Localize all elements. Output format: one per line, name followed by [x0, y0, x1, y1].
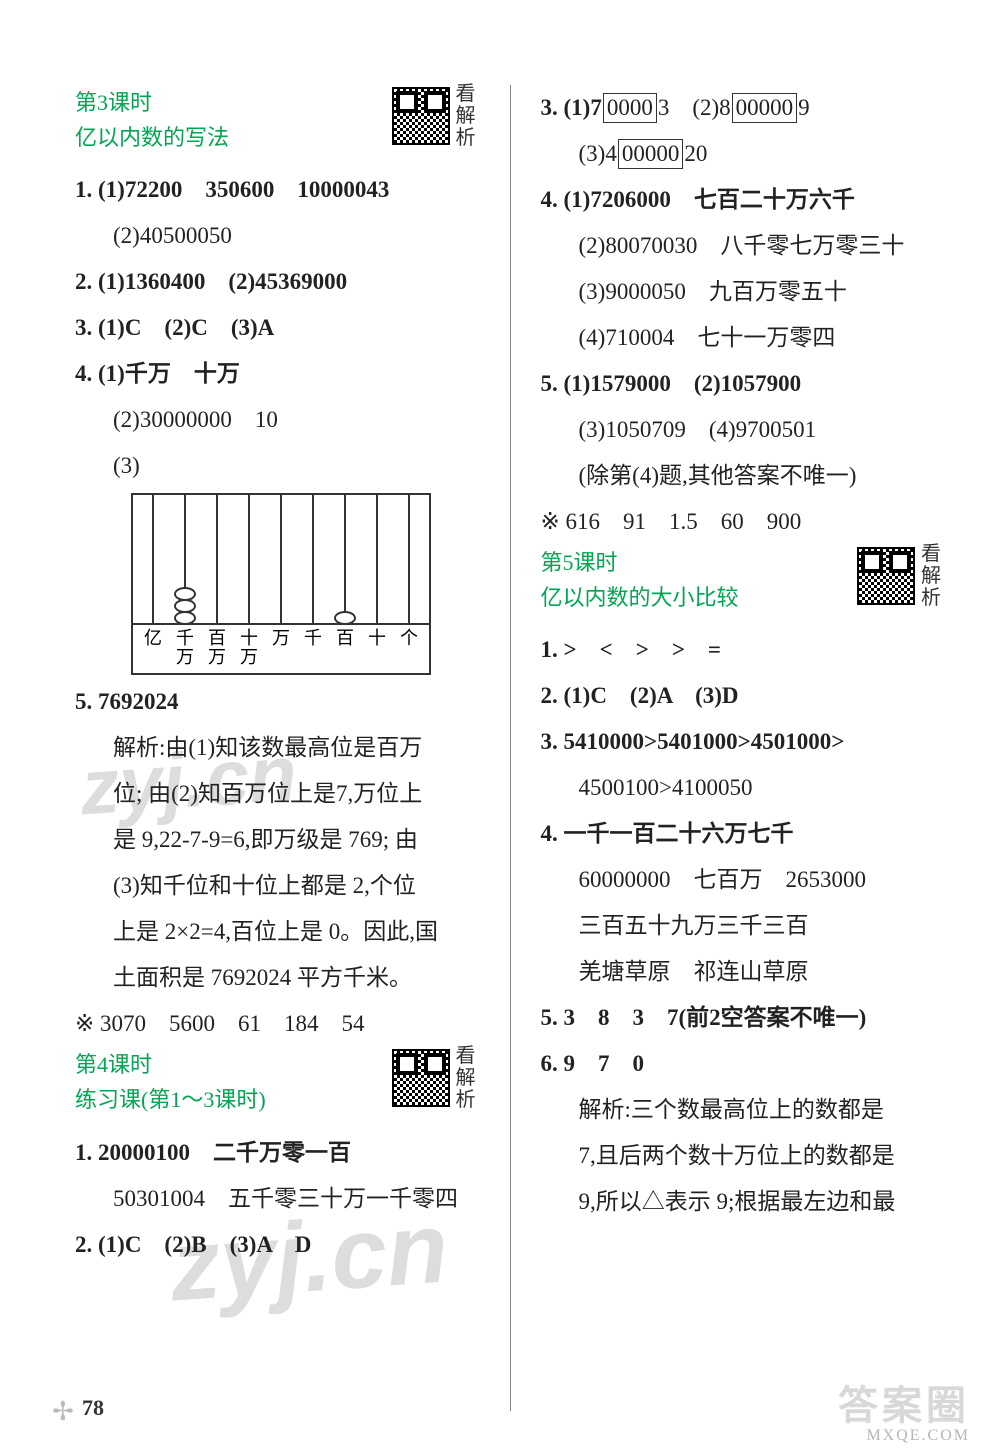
qr-code-icon[interactable]: [392, 1049, 450, 1107]
page-decoration-icon: ✢: [52, 1397, 82, 1427]
answer-line: (3)40000020: [541, 131, 946, 177]
abacus-rod: [312, 493, 314, 623]
abacus-rod: [216, 493, 218, 623]
abacus-label: 个: [398, 629, 420, 667]
abacus-label: 十: [366, 629, 388, 667]
answer-line: 三百五十九万三千三百: [541, 903, 946, 949]
answer-line: 3. 5410000>5401000>4501000>: [541, 719, 946, 765]
answer-line: 3. (1)700003 (2)8000009: [541, 85, 946, 131]
analysis-line: 7,且后两个数十万位上的数都是: [541, 1133, 946, 1179]
answer-line: 4. (1)7206000 七百二十万六千: [541, 177, 946, 223]
abacus-label: 百万: [206, 629, 228, 667]
abacus-rod: [376, 493, 378, 623]
lesson-5-header: 第5课时 亿以内数的大小比较 看解析: [541, 545, 946, 615]
answer-line: 2. (1)C (2)A (3)D: [541, 673, 946, 719]
column-divider: [510, 85, 511, 1411]
lesson-subtitle: 亿以内数的写法: [75, 120, 229, 155]
qr-code-icon[interactable]: [857, 547, 915, 605]
qr-label: 看解析: [456, 83, 480, 149]
answer-line: 2. (1)C (2)B (3)A D: [75, 1222, 480, 1268]
analysis-line: 上是 2×2=4,百位上是 0。因此,国: [75, 909, 480, 955]
analysis-line: 是 9,22-7-9=6,即万级是 769; 由: [75, 817, 480, 863]
abacus-label: 百: [334, 629, 356, 667]
answer-line: (除第(4)题,其他答案不唯一): [541, 453, 946, 499]
lesson-subtitle: 亿以内数的大小比较: [541, 580, 739, 615]
analysis-line: 解析:三个数最高位上的数都是: [541, 1087, 946, 1133]
left-column: 第3课时 亿以内数的写法 看解析 1. (1)72200 350600 1000…: [75, 85, 480, 1411]
answer-line: 4. 一千一百二十六万七千: [541, 811, 946, 857]
abacus-rod: [248, 493, 250, 623]
star-line: ※ 3070 5600 61 184 54: [75, 1001, 480, 1047]
analysis-line: 位; 由(2)知百万位上是7,万位上: [75, 771, 480, 817]
star-line: ※ 616 91 1.5 60 900: [541, 499, 946, 545]
analysis-line: (3)知千位和十位上都是 2,个位: [75, 863, 480, 909]
abacus-bead: [334, 611, 356, 625]
lesson-4-header: 第4课时 练习课(第1～3课时) 看解析: [75, 1047, 480, 1117]
abacus-rod: [152, 493, 154, 623]
answer-line: 5. 7692024: [75, 679, 480, 725]
analysis-line: 土面积是 7692024 平方千米。: [75, 955, 480, 1001]
qr-code-icon[interactable]: [392, 87, 450, 145]
answer-line: 1. (1)72200 350600 10000043: [75, 167, 480, 213]
abacus-label: 十万: [238, 629, 260, 667]
abacus-rod: [408, 493, 410, 623]
qr-label: 看解析: [456, 1045, 480, 1111]
answer-line: (2)30000000 10: [75, 397, 480, 443]
abacus-figure: 亿千万百万十万万千百十个: [131, 493, 480, 675]
abacus-bead: [174, 611, 196, 625]
abacus-rod: [344, 493, 346, 623]
lesson-title: 第3课时: [75, 85, 229, 120]
answer-line: 羌塘草原 祁连山草原: [541, 949, 946, 995]
answer-line: (4)710004 七十一万零四: [541, 315, 946, 361]
page-content: 第3课时 亿以内数的写法 看解析 1. (1)72200 350600 1000…: [0, 0, 1000, 1451]
answer-line: (2)80070030 八千零七万零三十: [541, 223, 946, 269]
answer-line: 1. 20000100 二千万零一百: [75, 1130, 480, 1176]
lesson-3-header: 第3课时 亿以内数的写法 看解析: [75, 85, 480, 155]
footer-url: MXQE.COM: [866, 1427, 970, 1445]
answer-line: 50301004 五千零三十万一千零四: [75, 1176, 480, 1222]
answer-line: (2)40500050: [75, 213, 480, 259]
abacus-rod: [280, 493, 282, 623]
answer-line: 6. 9 7 0: [541, 1041, 946, 1087]
answer-line: 4500100>4100050: [541, 765, 946, 811]
abacus-label: 千万: [174, 629, 196, 667]
right-column: 3. (1)700003 (2)8000009 (3)40000020 4. (…: [541, 85, 946, 1411]
abacus-rod: [184, 493, 186, 623]
answer-line: 60000000 七百万 2653000: [541, 857, 946, 903]
abacus-label: 万: [270, 629, 292, 667]
answer-line: 3. (1)C (2)C (3)A: [75, 305, 480, 351]
page-number: 78: [82, 1395, 104, 1421]
answer-line: (3): [75, 443, 480, 489]
answer-line: 4. (1)千万 十万: [75, 351, 480, 397]
abacus-label: 亿: [142, 629, 164, 667]
answer-line: 1. > < > > =: [541, 627, 946, 673]
answer-line: 5. (1)1579000 (2)1057900: [541, 361, 946, 407]
answer-line: (3)9000050 九百万零五十: [541, 269, 946, 315]
lesson-title: 第5课时: [541, 545, 739, 580]
analysis-line: 解析:由(1)知该数最高位是百万: [75, 725, 480, 771]
lesson-title: 第4课时: [75, 1047, 266, 1082]
answer-line: (3)1050709 (4)9700501: [541, 407, 946, 453]
analysis-line: 9,所以△表示 9;根据最左边和最: [541, 1179, 946, 1225]
qr-label: 看解析: [921, 543, 945, 609]
lesson-subtitle: 练习课(第1～3课时): [75, 1082, 266, 1117]
abacus-label: 千: [302, 629, 324, 667]
footer-watermark: 答案圈: [838, 1373, 970, 1431]
answer-line: 2. (1)1360400 (2)45369000: [75, 259, 480, 305]
answer-line: 5. 3 8 3 7(前2空答案不唯一): [541, 995, 946, 1041]
